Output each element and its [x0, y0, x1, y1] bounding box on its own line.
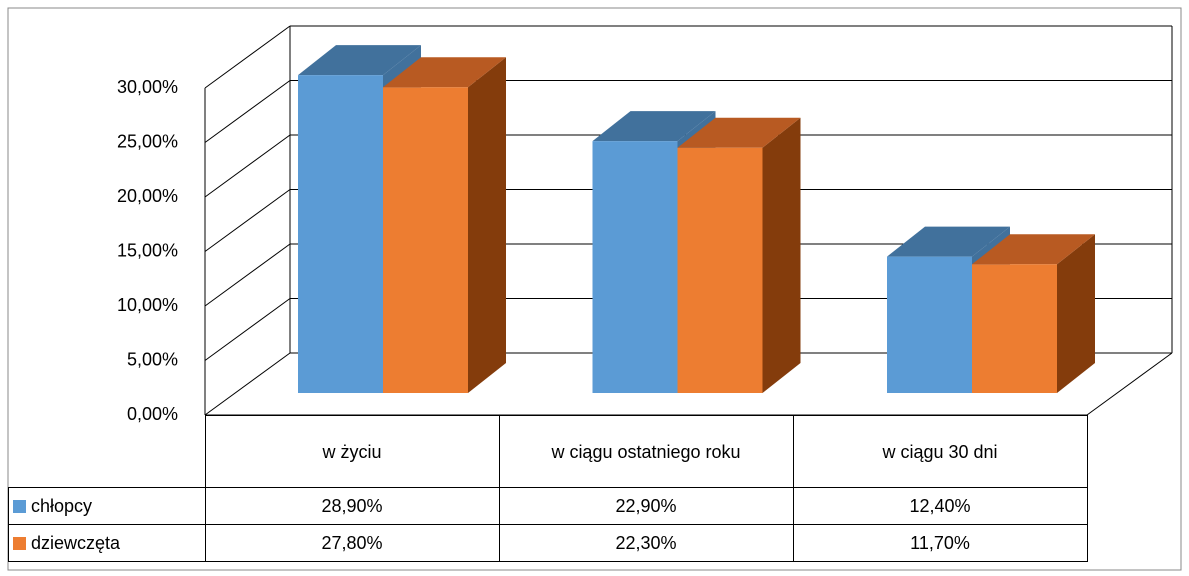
bar: [887, 256, 972, 393]
category-label: w ciągu ostatniego roku: [551, 441, 741, 462]
corner-cell: [8, 415, 206, 488]
value-label: 28,90%: [204, 487, 500, 525]
header-row: w życiu w ciągu ostatniego roku w ciągu 30…: [8, 415, 1088, 488]
bar-top: [677, 117, 801, 148]
legend-swatch: [13, 499, 26, 513]
bar: [592, 141, 678, 393]
grid-diagonal: [204, 298, 291, 361]
data-table: w życiu w ciągu ostatniego roku w ciągu 30…: [8, 415, 1088, 562]
bar-top: [298, 45, 421, 76]
y-tick-label: 25,00%: [117, 131, 178, 151]
y-tick-label: 15,00%: [117, 240, 178, 260]
bar-top: [887, 226, 1010, 257]
bar-side: [762, 117, 801, 393]
legend-cell: chłopcy: [8, 487, 206, 525]
legend-cell: dziewczęta: [8, 524, 206, 562]
grid-diagonal: [204, 243, 291, 307]
legend-label: dziewczęta: [31, 532, 121, 553]
bar: [298, 75, 383, 393]
legend-swatch: [13, 536, 26, 550]
category-cell: w życiu: [204, 415, 500, 488]
value-label: 22,30%: [498, 524, 794, 562]
legend-label: chłopcy: [31, 495, 93, 516]
bar: [383, 87, 468, 393]
grid-diagonal: [204, 189, 291, 252]
floor-right: [1086, 352, 1173, 416]
grid-diagonal: [204, 134, 291, 198]
y-tick-label: 30,00%: [117, 77, 178, 97]
category-label: w ciągu 30 dni: [882, 441, 998, 462]
bar-top: [972, 234, 1095, 265]
category-cell: w ciągu 30 dni: [792, 415, 1088, 488]
y-tick-label: 20,00%: [117, 186, 178, 206]
chart-border: [7, 7, 1182, 571]
category-label: w życiu: [322, 441, 382, 462]
bar-top: [383, 57, 506, 88]
value-label: 22,90%: [498, 487, 794, 525]
value-label: 12,40%: [792, 487, 1088, 525]
value-label: 11,70%: [792, 524, 1088, 562]
grid-diagonal: [204, 80, 291, 143]
bar: [677, 147, 763, 393]
category-cell: w ciągu ostatniego roku: [498, 415, 794, 488]
y-tick-label: 5,00%: [127, 349, 178, 369]
bar: [972, 264, 1057, 393]
bar-top: [592, 111, 716, 142]
grid-diagonal: [204, 352, 291, 416]
series-row: chłopcy 28,90% 22,90% 12,40%: [8, 487, 1088, 525]
bar-side: [1057, 234, 1095, 393]
bar-side: [468, 57, 506, 393]
series-row: dziewczęta 27,80% 22,30% 11,70%: [8, 524, 1088, 562]
value-label: 27,80%: [204, 524, 500, 562]
grid-diagonal: [204, 25, 291, 89]
y-tick-label: 10,00%: [117, 295, 178, 315]
